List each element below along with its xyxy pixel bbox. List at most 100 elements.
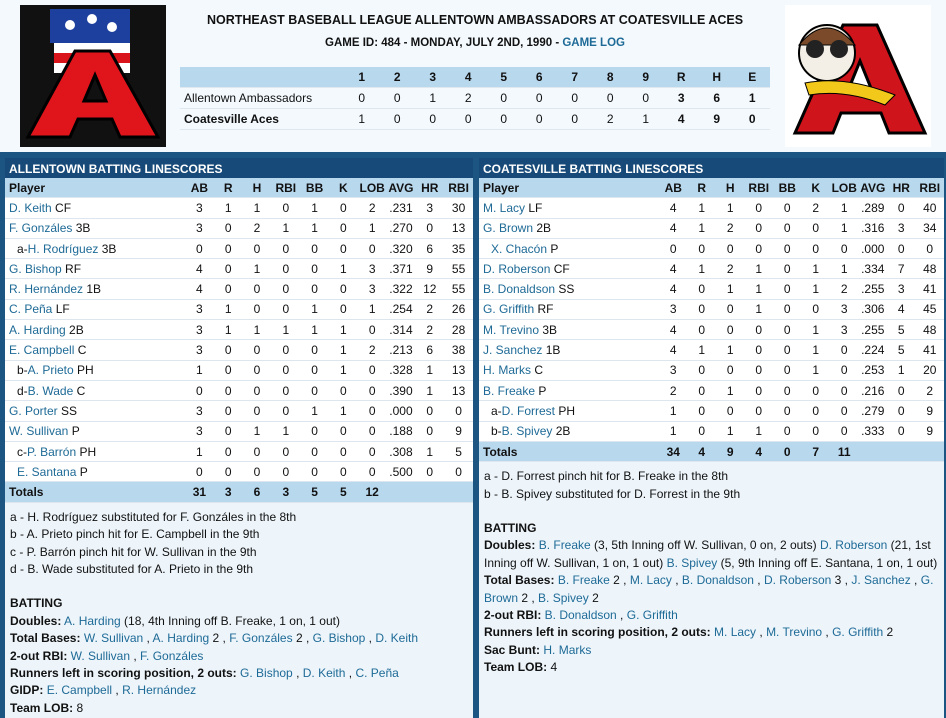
- stat-cell: .000: [386, 400, 416, 422]
- player-link[interactable]: B. Freake: [538, 538, 591, 553]
- player-cell: B. Donaldson SS: [479, 278, 659, 300]
- notes: a - D. Forrest pinch hit for B. Freake i…: [479, 462, 944, 503]
- player-link[interactable]: G. Bishop: [9, 261, 62, 276]
- player-cell: G. Porter SS: [5, 400, 185, 422]
- player-link[interactable]: G. Brown: [484, 573, 934, 605]
- player-link[interactable]: B. Donaldson: [681, 573, 754, 588]
- position: 3B: [539, 322, 558, 337]
- player-link[interactable]: M. Lacy: [483, 200, 526, 215]
- stat-cell: 0: [242, 360, 272, 381]
- player-link[interactable]: M. Lacy: [629, 573, 672, 588]
- player-link[interactable]: R. Hernández: [9, 282, 84, 297]
- stat-cell: 4: [659, 278, 688, 300]
- player-link[interactable]: B. Freake: [483, 383, 536, 398]
- player-link[interactable]: A. Harding: [9, 322, 66, 337]
- player-link[interactable]: J. Sanchez: [483, 343, 543, 358]
- player-row: J. Sanchez 1B 4 1 1 0 0 1 0.224 5 41: [479, 339, 944, 361]
- totals-cell: 6: [242, 481, 272, 503]
- player-link[interactable]: W. Sullivan: [9, 424, 69, 439]
- player-link[interactable]: B. Freake: [557, 573, 610, 588]
- player-link[interactable]: F. Gonzáles: [229, 631, 293, 646]
- player-cell: G. Griffith RF: [479, 299, 659, 321]
- stat-cell: 3: [887, 278, 916, 300]
- player-link[interactable]: B. Donaldson: [483, 282, 556, 297]
- player-link[interactable]: G. Bishop: [240, 666, 293, 680]
- player-link[interactable]: G. Brown: [483, 221, 534, 236]
- stat-cell: 3: [830, 299, 859, 321]
- batting-line: GIDP: E. Campbell , R. Hernández: [10, 682, 468, 699]
- player-link[interactable]: D. Roberson: [483, 261, 551, 276]
- totals-cell: 12: [357, 481, 387, 503]
- player-link[interactable]: B. Wade: [27, 383, 74, 398]
- player-row: E. Campbell C 3 0 0 0 0 1 2.213 6 38: [5, 339, 473, 361]
- position: CF: [550, 261, 570, 276]
- score-cell: 1: [344, 108, 380, 130]
- player-cell: B. Freake P: [479, 380, 659, 402]
- player-link[interactable]: P. Barrón: [27, 444, 77, 459]
- player-link[interactable]: E. Campbell: [9, 343, 75, 358]
- position: 3B: [98, 241, 117, 256]
- player-cell: b-A. Prieto PH: [5, 360, 185, 381]
- player-link[interactable]: D. Roberson: [819, 538, 888, 553]
- player-link[interactable]: D. Keith: [302, 666, 346, 680]
- player-link[interactable]: H. Rodríguez: [27, 241, 99, 256]
- player-link[interactable]: B. Spivey: [538, 590, 589, 605]
- stat-cell: 1: [300, 299, 329, 321]
- score-cell: 1: [734, 87, 770, 109]
- player-row: c-P. Barrón PH 1 0 0 0 0 0 0.308 1 5: [5, 441, 473, 463]
- player-link[interactable]: X. Chacón: [491, 241, 548, 256]
- column-header: LOB: [830, 178, 859, 199]
- game-log-link[interactable]: GAME LOG: [562, 37, 625, 49]
- player-link[interactable]: G. Griffith: [626, 608, 678, 622]
- player-link[interactable]: D. Forrest: [501, 403, 556, 418]
- note: d - B. Wade substituted for A. Prieto in…: [10, 561, 254, 576]
- stat-cell: 0: [687, 299, 716, 321]
- player-link[interactable]: C. Peña: [9, 302, 53, 317]
- player-link[interactable]: F. Gonzáles: [140, 648, 204, 663]
- stat-cell: 0: [357, 319, 387, 341]
- stat-cell: 0: [744, 238, 773, 260]
- player-link[interactable]: R. Hernández: [122, 683, 197, 698]
- player-link[interactable]: D. Roberson: [763, 573, 832, 588]
- player-link[interactable]: G. Griffith: [483, 302, 535, 317]
- player-link[interactable]: B. Spivey: [501, 424, 553, 439]
- player-link[interactable]: W. Sullivan: [70, 648, 131, 663]
- player-link[interactable]: B. Donaldson: [544, 608, 617, 622]
- player-link[interactable]: F. Gonzáles: [9, 221, 73, 236]
- stat-cell: 1: [801, 319, 830, 341]
- stat-cell: 0: [687, 421, 716, 442]
- player-link[interactable]: A. Harding: [64, 613, 121, 628]
- stat-cell: 4: [185, 278, 214, 300]
- player-link[interactable]: C. Peña: [355, 666, 399, 680]
- player-link[interactable]: G. Porter: [9, 403, 58, 418]
- column-header: AVG: [386, 178, 416, 199]
- stat-cell: .322: [386, 278, 416, 300]
- stat-cell: 1: [185, 441, 214, 463]
- stat-cell: 0: [773, 218, 802, 239]
- player-link[interactable]: M. Trevino: [483, 322, 540, 337]
- player-link[interactable]: D. Keith: [375, 631, 419, 646]
- player-link[interactable]: E. Santana: [17, 464, 77, 479]
- player-link[interactable]: J. Sanchez: [851, 573, 911, 588]
- player-link[interactable]: M. Lacy: [714, 625, 757, 640]
- team-name: Coatesville Aces: [180, 108, 344, 130]
- player-cell: a-H. Rodríguez 3B: [5, 238, 185, 260]
- player-link[interactable]: M. Trevino: [766, 625, 823, 640]
- batting-label: GIDP:: [10, 683, 44, 698]
- player-link[interactable]: D. Keith: [9, 200, 52, 215]
- stat-cell: 55: [444, 258, 473, 280]
- player-link[interactable]: W. Sullivan: [83, 631, 144, 646]
- totals-cell: 31: [185, 481, 214, 503]
- player-link[interactable]: B. Spivey: [666, 555, 718, 570]
- player-link[interactable]: A. Harding: [152, 631, 210, 646]
- player-link[interactable]: H. Marks: [543, 642, 592, 657]
- player-link[interactable]: E. Campbell: [46, 683, 113, 698]
- player-link[interactable]: G. Bishop: [312, 631, 366, 646]
- player-link[interactable]: A. Prieto: [27, 363, 74, 378]
- stat-cell: 0: [801, 421, 830, 442]
- position: CF: [51, 200, 72, 215]
- totals-cell: 3: [213, 481, 243, 503]
- player-link[interactable]: G. Griffith: [832, 625, 884, 640]
- player-link[interactable]: H. Marks: [483, 363, 531, 378]
